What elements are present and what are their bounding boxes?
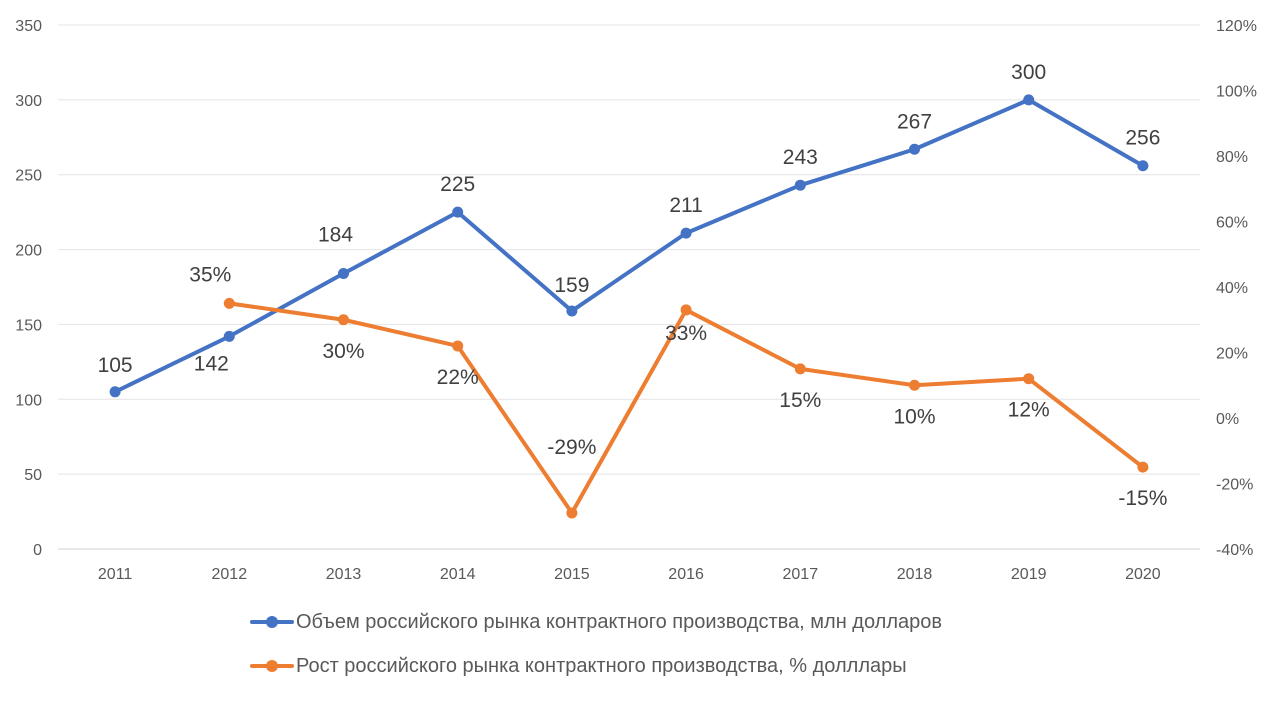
x-axis-tick-label: 2019 [1011, 566, 1047, 583]
x-axis-tick-label: 2013 [326, 566, 362, 583]
data-point-volume [909, 143, 920, 155]
data-label-volume: 105 [98, 354, 133, 377]
x-axis-tick-label: 2011 [98, 566, 133, 583]
right-axis-tick-label: 60% [1216, 215, 1248, 232]
data-label-volume: 184 [318, 224, 353, 247]
data-label-volume: 267 [897, 110, 932, 133]
right-axis-tick-label: 20% [1216, 346, 1248, 363]
data-point-growth [909, 379, 920, 391]
data-label-growth: 12% [1008, 399, 1050, 422]
x-axis-tick-label: 2016 [668, 566, 704, 583]
left-axis-tick-label: 350 [15, 18, 42, 35]
data-point-volume [1023, 94, 1035, 106]
data-point-growth [338, 314, 349, 326]
left-axis-tick-label: 0 [33, 542, 42, 559]
series-line-volume [113, 97, 1145, 394]
right-axis-tick-label: -40% [1216, 542, 1253, 559]
data-point-growth [680, 304, 692, 316]
data-label-growth: 15% [779, 389, 821, 412]
x-axis-ticks: 2011 2012 2013 2014 2015 2016 2017 2018 2019 2020 [98, 566, 1161, 583]
left-axis-tick-label: 300 [15, 93, 42, 110]
legend-item-growth[interactable]: Рост российского рынка контрактного прои… [250, 644, 1150, 688]
legend: Объем российского рынка контрактного про… [250, 600, 1150, 688]
data-point-growth [223, 297, 235, 309]
series-group [109, 94, 1149, 519]
data-point-volume [223, 330, 235, 342]
x-axis-tick-label: 2018 [897, 566, 933, 583]
right-axis-tick-label: -20% [1216, 477, 1253, 494]
right-axis-tick-label: 120% [1216, 18, 1257, 35]
data-label-volume: 142 [194, 352, 229, 375]
data-labels: 105 142 184 225 159 211 243 267 300 256 35% 30% 22% -… [98, 61, 1168, 510]
data-label-growth: -29% [547, 436, 596, 459]
data-point-growth [1137, 461, 1149, 473]
data-label-growth: 22% [437, 366, 479, 389]
data-point-volume [566, 305, 578, 317]
data-label-volume: 225 [440, 173, 475, 196]
data-label-growth: 10% [893, 405, 935, 428]
data-point-growth [794, 363, 806, 375]
legend-item-volume[interactable]: Объем российского рынка контрактного про… [250, 600, 1150, 644]
legend-marker-volume [250, 612, 294, 632]
left-axis-tick-label: 200 [15, 243, 42, 260]
data-point-growth [452, 340, 464, 352]
x-axis-tick-label: 2020 [1125, 566, 1161, 583]
data-label-volume: 243 [783, 146, 818, 169]
right-axis-ticks: -40% -20% 0% 20% 40% 60% 80% 100% 120% [1216, 18, 1257, 559]
data-label-volume: 159 [554, 274, 589, 297]
x-axis-tick-label: 2015 [554, 566, 590, 583]
data-point-growth [566, 507, 578, 519]
left-axis-tick-label: 50 [24, 467, 42, 484]
right-axis-tick-label: 80% [1216, 149, 1248, 166]
data-label-growth: 33% [665, 322, 707, 345]
line-chart-plot: 0 50 100 150 200 250 300 350 -40% -20% 0% 20% 40% 60… [15, 18, 1257, 583]
legend-marker-growth [250, 656, 294, 676]
left-axis-tick-label: 250 [15, 168, 42, 185]
data-point-volume [109, 386, 121, 398]
x-axis-tick-label: 2014 [440, 566, 476, 583]
right-axis-tick-label: 100% [1216, 84, 1257, 101]
left-axis-tick-label: 150 [15, 317, 42, 334]
legend-label-growth: Рост российского рынка контрактного прои… [296, 654, 907, 677]
data-label-volume: 300 [1011, 61, 1046, 84]
x-axis-tick-label: 2017 [783, 566, 819, 583]
data-label-volume: 256 [1125, 127, 1160, 150]
data-label-growth: 35% [189, 263, 231, 286]
data-label-growth: 30% [322, 340, 364, 363]
data-label-growth: -15% [1118, 487, 1167, 510]
data-label-volume: 211 [669, 194, 702, 217]
data-point-volume [452, 206, 464, 218]
left-axis-tick-label: 100 [15, 392, 42, 409]
data-point-volume [1137, 160, 1149, 172]
data-point-growth [1023, 373, 1035, 385]
right-axis-tick-label: 0% [1216, 411, 1239, 428]
legend-label-volume: Объем российского рынка контрактного про… [296, 610, 942, 633]
right-axis-tick-label: 40% [1216, 280, 1248, 297]
data-point-volume [794, 179, 806, 191]
data-point-volume [338, 268, 349, 280]
x-axis-tick-label: 2012 [212, 566, 248, 583]
data-point-volume [680, 227, 692, 239]
left-axis-ticks: 0 50 100 150 200 250 300 350 [15, 18, 42, 559]
